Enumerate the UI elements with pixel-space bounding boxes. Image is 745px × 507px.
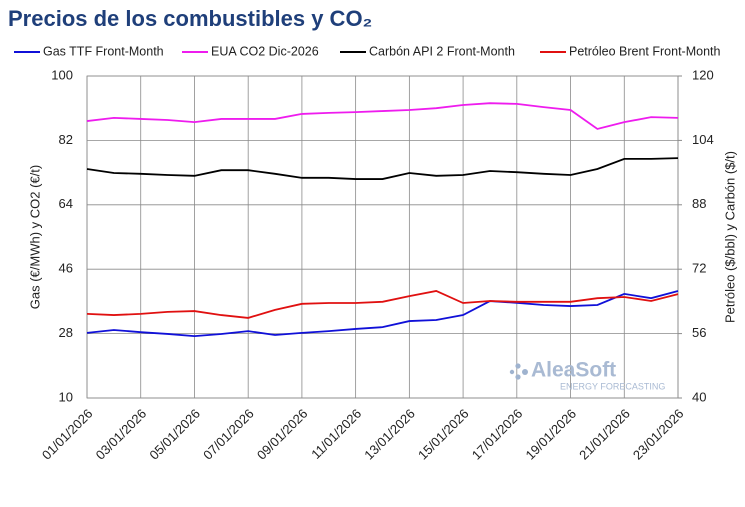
x-tick-label: 01/01/2026 xyxy=(39,406,96,463)
y2-axis-label: Petróleo ($/bbl) y Carbón ($/t) xyxy=(722,151,737,323)
watermark-text: AleaSoft xyxy=(531,359,616,382)
y2-tick-label: 40 xyxy=(692,389,706,404)
y2-tick-label: 56 xyxy=(692,325,706,340)
y2-tick-label: 72 xyxy=(692,261,706,276)
y-tick-label: 28 xyxy=(59,325,73,340)
x-tick-label: 23/01/2026 xyxy=(630,406,687,463)
x-tick-label: 17/01/2026 xyxy=(469,406,526,463)
series-line xyxy=(86,157,679,180)
logo-dot xyxy=(515,363,521,369)
watermark-subtitle: ENERGY FORECASTING xyxy=(560,381,665,391)
watermark: AleaSoft ENERGY FORECASTING xyxy=(509,359,665,391)
x-tick-label: 03/01/2026 xyxy=(93,406,150,463)
x-tick-label: 09/01/2026 xyxy=(254,406,311,463)
y-tick-label: 82 xyxy=(59,132,73,147)
y-tick-label: 46 xyxy=(59,261,73,276)
logo-dot xyxy=(509,369,515,375)
x-tick-label: 15/01/2026 xyxy=(415,406,472,463)
legend-label: Petróleo Brent Front-Month xyxy=(569,44,721,58)
y-tick-label: 64 xyxy=(59,196,73,211)
legend-label: EUA CO2 Dic-2026 xyxy=(211,44,319,58)
y-tick-label: 10 xyxy=(59,389,73,404)
legend-label: Carbón API 2 Front-Month xyxy=(369,44,515,58)
y2-tick-label: 104 xyxy=(692,132,714,147)
x-tick-label: 19/01/2026 xyxy=(522,406,579,463)
logo-dot xyxy=(522,369,528,375)
y-axis-label: Gas (€/MWh) y CO2 (€/t) xyxy=(27,165,42,309)
plot-border xyxy=(86,75,679,399)
series-line xyxy=(86,290,679,338)
x-tick-label: 05/01/2026 xyxy=(146,406,203,463)
series-line xyxy=(86,290,679,319)
series-line xyxy=(86,102,679,130)
y2-tick-label: 88 xyxy=(692,196,706,211)
x-tick-label: 21/01/2026 xyxy=(576,406,633,463)
chart-title: Precios de los combustibles y CO₂ xyxy=(8,6,372,31)
x-tick-label: 13/01/2026 xyxy=(361,406,418,463)
y2-tick-label: 120 xyxy=(692,67,714,82)
y-tick-label: 100 xyxy=(51,67,73,82)
x-tick-label: 07/01/2026 xyxy=(200,406,257,463)
logo-dot xyxy=(515,374,521,380)
legend-label: Gas TTF Front-Month xyxy=(43,44,164,58)
x-tick-label: 11/01/2026 xyxy=(308,406,364,462)
